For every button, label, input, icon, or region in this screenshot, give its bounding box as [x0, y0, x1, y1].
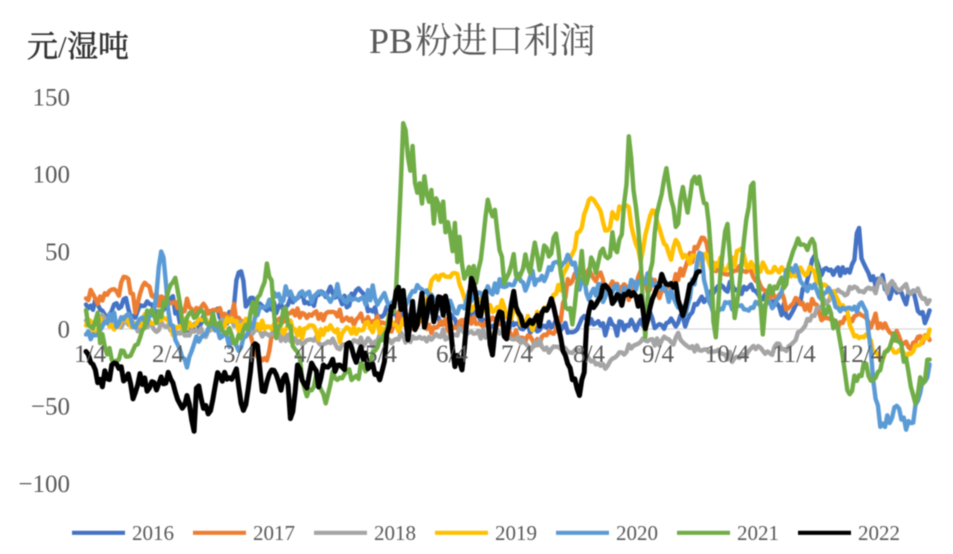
svg-text:150: 150: [33, 84, 71, 111]
svg-text:/: /: [58, 29, 67, 64]
svg-text:2019: 2019: [495, 521, 537, 545]
svg-text:2022: 2022: [858, 521, 900, 545]
svg-text:2020: 2020: [616, 521, 658, 545]
svg-text:3/4: 3/4: [223, 341, 255, 368]
svg-text:9/4: 9/4: [642, 341, 674, 368]
svg-text:0: 0: [58, 316, 71, 343]
svg-text:10/4: 10/4: [705, 341, 750, 368]
svg-text:8/4: 8/4: [573, 341, 605, 368]
svg-text:12/4: 12/4: [839, 341, 884, 368]
svg-text:1/4: 1/4: [74, 341, 106, 368]
svg-text:2/4: 2/4: [152, 341, 184, 368]
svg-text:50: 50: [45, 239, 70, 266]
svg-text:100: 100: [33, 162, 71, 189]
svg-text:5/4: 5/4: [365, 341, 397, 368]
svg-text:2016: 2016: [132, 521, 174, 545]
svg-text:PB: PB: [369, 21, 413, 61]
svg-text:7/4: 7/4: [501, 341, 533, 368]
svg-text:2018: 2018: [374, 521, 416, 545]
svg-text:4/4: 4/4: [294, 341, 326, 368]
svg-text:2017: 2017: [253, 521, 295, 545]
svg-text:2021: 2021: [737, 521, 779, 545]
svg-text:−50: −50: [31, 394, 70, 421]
svg-text:−100: −100: [18, 471, 70, 498]
svg-text:11/4: 11/4: [772, 341, 816, 368]
svg-text:6/4: 6/4: [436, 341, 468, 368]
